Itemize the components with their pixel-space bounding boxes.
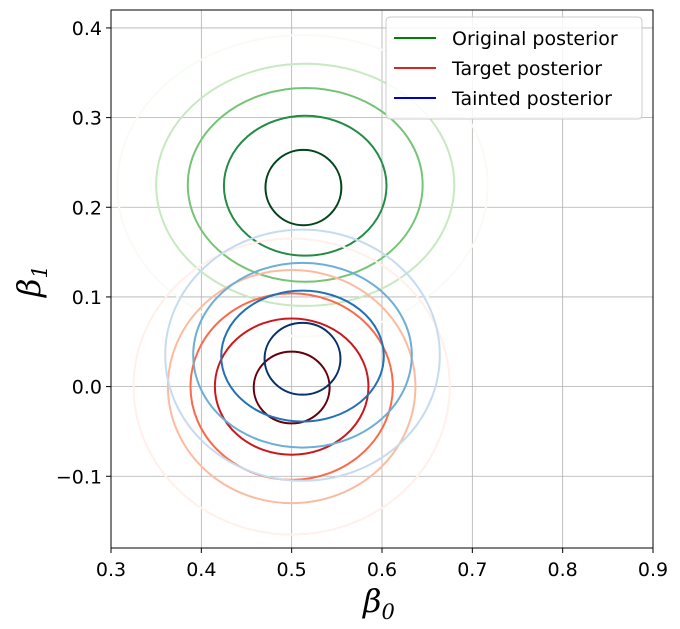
contour-line-original	[116, 34, 489, 338]
contour-line-target	[132, 237, 451, 536]
y-tick-label: 0.3	[72, 108, 102, 130]
contour-line-target	[213, 317, 370, 456]
legend-label-target: Target posterior	[451, 58, 602, 80]
x-tick-label: 0.4	[186, 559, 216, 581]
contour-plot-area	[116, 34, 489, 536]
contour-line-original	[222, 114, 388, 257]
contour-line-target	[166, 269, 417, 505]
contour-line-tainted	[263, 321, 342, 396]
contour-line-original	[264, 148, 343, 227]
y-axis-ticks: −0.1 0.0 0.1 0.2 0.3 0.4	[56, 18, 111, 488]
y-tick-label: 0.4	[72, 18, 102, 40]
contour-line-tainted	[192, 261, 413, 449]
x-tick-label: 0.3	[96, 559, 126, 581]
x-tick-label: 0.6	[367, 559, 397, 581]
contour-line-tainted	[164, 228, 441, 482]
legend-box	[385, 16, 643, 120]
legend: Original posterior Target posterior Tain…	[385, 16, 643, 120]
x-tick-label: 0.9	[638, 559, 668, 581]
contour-line-target	[252, 350, 331, 425]
y-axis-label: β1	[10, 265, 52, 298]
x-tick-label: 0.5	[277, 559, 307, 581]
x-tick-label: 0.7	[457, 559, 487, 581]
legend-label-tainted: Tainted posterior	[451, 88, 612, 110]
x-axis-label: β0	[362, 582, 395, 624]
contour-line-original	[155, 62, 456, 307]
y-tick-label: 0.0	[72, 377, 102, 399]
x-tick-label: 0.8	[548, 559, 578, 581]
contour-line-tainted	[220, 289, 385, 423]
contour-line-original	[186, 87, 424, 283]
y-tick-label: 0.2	[72, 197, 102, 219]
legend-label-original: Original posterior	[452, 28, 618, 50]
x-axis-ticks: 0.3 0.4 0.5 0.6 0.7 0.8 0.9	[96, 548, 668, 581]
y-tick-label: −0.1	[56, 466, 102, 488]
y-tick-label: 0.1	[72, 287, 102, 309]
